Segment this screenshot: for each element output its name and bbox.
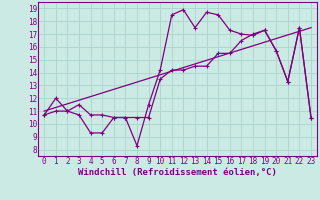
X-axis label: Windchill (Refroidissement éolien,°C): Windchill (Refroidissement éolien,°C) xyxy=(78,168,277,177)
